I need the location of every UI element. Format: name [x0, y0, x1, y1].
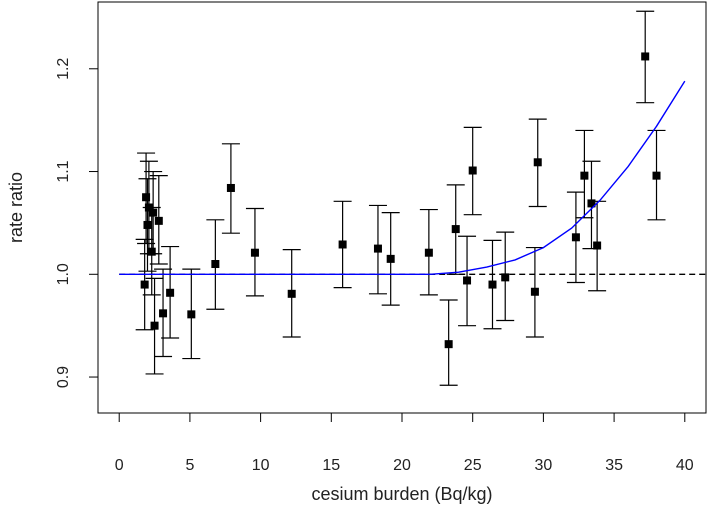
- data-point-group: [161, 245, 180, 339]
- x-tick-label: 5: [185, 457, 194, 474]
- fit-curve: [119, 80, 686, 275]
- y-axis: 0.9 1.0 1.1 1.2: [55, 58, 99, 388]
- x-tick-label: 25: [464, 457, 482, 474]
- data-point: [187, 310, 196, 319]
- x-tick-label: 30: [534, 457, 552, 474]
- y-axis-label: rate ratio: [6, 172, 26, 243]
- data-point-group: [149, 175, 168, 265]
- data-point: [488, 280, 497, 289]
- data-point-group: [368, 204, 387, 295]
- data-point-group: [566, 191, 585, 284]
- plot-area: [119, 10, 706, 386]
- data-point-group: [154, 268, 173, 358]
- data-point: [140, 280, 149, 289]
- x-axis: 0 5 10 15 20 25 30 35 40: [115, 412, 694, 474]
- data-point: [444, 340, 453, 349]
- data-point: [501, 273, 510, 282]
- data-point: [587, 199, 596, 208]
- data-point-group: [588, 200, 607, 292]
- y-tick-label: 0.9: [55, 366, 72, 388]
- data-point-group: [647, 129, 666, 221]
- data-point: [250, 248, 259, 257]
- data-point: [159, 309, 168, 318]
- y-tick-label: 1.2: [55, 58, 72, 80]
- data-point: [386, 254, 395, 263]
- data-point: [154, 216, 163, 225]
- data-point: [226, 183, 235, 192]
- data-point: [147, 247, 156, 256]
- x-axis-label: cesium burden (Bq/kg): [311, 484, 492, 504]
- data-point: [451, 225, 460, 234]
- data-point: [373, 244, 382, 253]
- data-point-group: [333, 200, 352, 289]
- data-point-group: [135, 238, 154, 331]
- data-point-group: [145, 277, 164, 375]
- x-tick-label: 40: [676, 457, 694, 474]
- x-tick-label: 0: [115, 457, 124, 474]
- data-point-group: [483, 239, 502, 330]
- data-point-group: [582, 160, 601, 250]
- data-point-group: [463, 126, 482, 216]
- data-point-group: [439, 299, 458, 386]
- data-point: [463, 276, 472, 285]
- data-point: [641, 52, 650, 61]
- data-point: [142, 193, 151, 202]
- data-point-group: [182, 268, 201, 360]
- data-point-group: [221, 143, 240, 234]
- data-point-group: [419, 208, 438, 296]
- y-tick-label: 1.1: [55, 160, 72, 182]
- data-point: [580, 171, 589, 180]
- data-point: [571, 233, 580, 242]
- data-point: [143, 220, 152, 229]
- data-point: [468, 166, 477, 175]
- data-point-group: [245, 207, 264, 297]
- x-tick-label: 35: [605, 457, 623, 474]
- data-point-group: [282, 249, 301, 338]
- data-point-group: [446, 184, 465, 275]
- x-tick-label: 10: [252, 457, 270, 474]
- data-point-group: [496, 231, 515, 322]
- data-point-group: [206, 219, 225, 310]
- data-point: [150, 321, 159, 330]
- data-point: [424, 248, 433, 257]
- data-point: [149, 208, 158, 217]
- data-point: [287, 289, 296, 298]
- data-point-group: [525, 246, 544, 338]
- data-point: [530, 287, 539, 296]
- data-point: [652, 171, 661, 180]
- data-point: [533, 158, 542, 167]
- data-point-group: [575, 129, 594, 219]
- data-point: [211, 260, 220, 269]
- data-point: [166, 288, 175, 297]
- data-point-group: [636, 10, 655, 104]
- data-point-group: [142, 206, 161, 296]
- data-point: [593, 241, 602, 250]
- data-point: [338, 240, 347, 249]
- y-tick-label: 1.0: [55, 263, 72, 285]
- x-tick-label: 15: [322, 457, 340, 474]
- data-point-group: [458, 235, 477, 327]
- data-point-group: [528, 118, 547, 208]
- data-point-group: [381, 212, 400, 306]
- x-tick-label: 20: [393, 457, 411, 474]
